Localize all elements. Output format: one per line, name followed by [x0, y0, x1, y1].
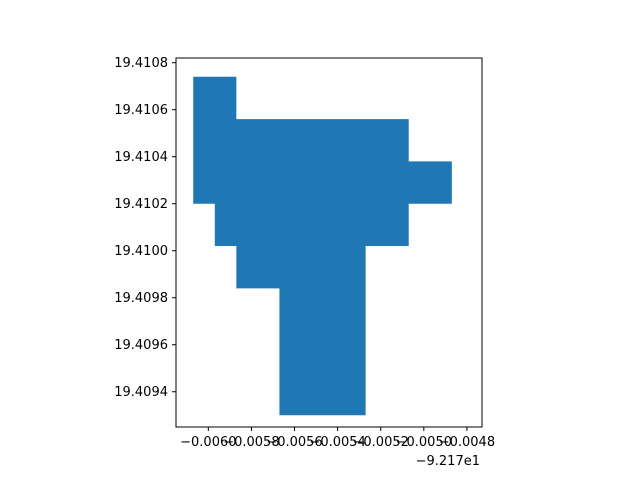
y-tick-label: 19.4100: [114, 244, 168, 259]
x-tick-label: −0.0060: [180, 435, 236, 450]
x-tick-label: −0.0048: [439, 435, 495, 450]
x-tick-label: −0.0052: [353, 435, 409, 450]
y-tick-label: 19.4106: [114, 103, 168, 118]
x-tick-label: −0.0058: [223, 435, 279, 450]
x-tick-label: −0.0050: [396, 435, 452, 450]
x-axis: −0.0060−0.0058−0.0056−0.0054−0.0052−0.00…: [180, 427, 495, 450]
axes-frame: [175, 57, 483, 428]
plot-area: [193, 76, 452, 416]
y-tick-label: 19.4098: [114, 291, 168, 306]
y-axis: 19.4094 19.4096 19.4098 19.4100 19.4102 19.41…: [114, 56, 176, 400]
polygon-series-0: [193, 76, 452, 416]
x-tick-label: −0.0056: [266, 435, 322, 450]
y-tick-label: 19.4094: [114, 385, 168, 400]
y-tick-label: 19.4096: [114, 338, 168, 353]
x-axis-offset-label: −9.217e1: [416, 454, 480, 469]
x-tick-label: −0.0054: [309, 435, 365, 450]
y-tick-label: 19.4108: [114, 56, 168, 71]
y-tick-label: 19.4102: [114, 197, 168, 212]
y-tick-label: 19.4104: [114, 150, 168, 165]
